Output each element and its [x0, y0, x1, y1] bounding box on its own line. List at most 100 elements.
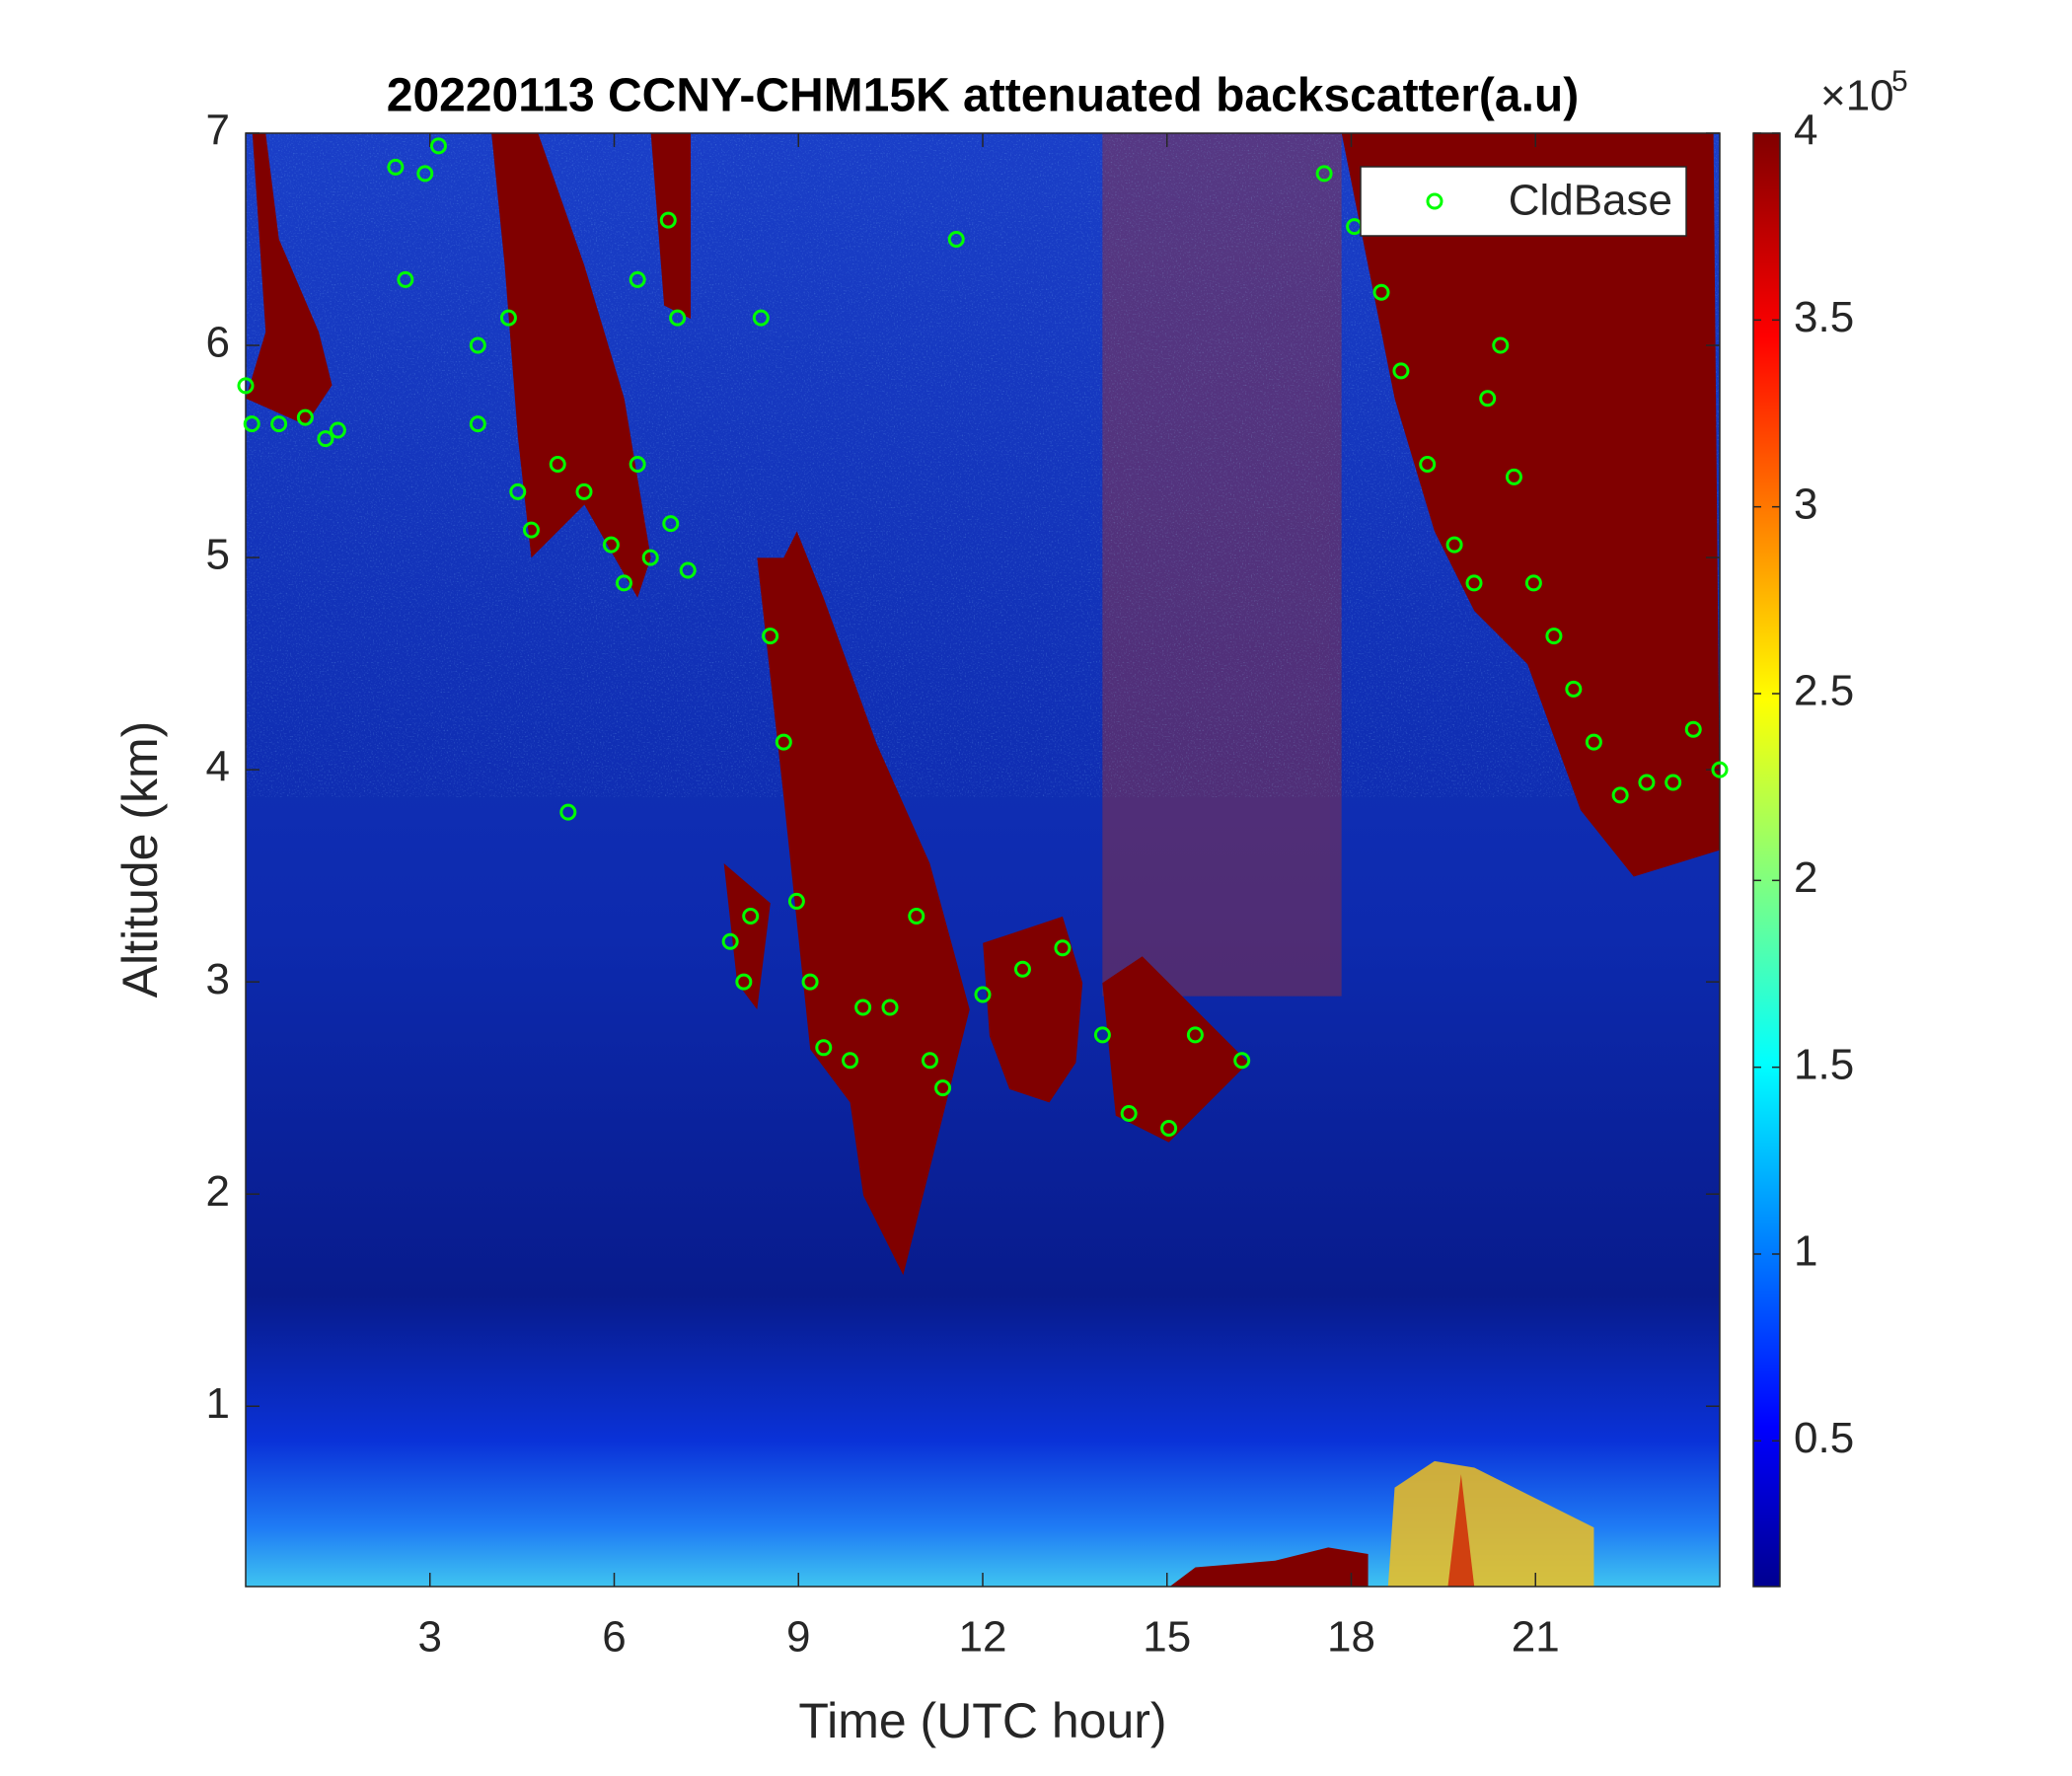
cloud-base-point	[1120, 1104, 1138, 1122]
cloud-base-point	[429, 137, 447, 155]
cloud-base-point	[1479, 390, 1497, 407]
legend-marker	[1426, 192, 1443, 210]
cloud-base-point	[1565, 680, 1583, 698]
cloud-base-point	[1315, 165, 1333, 183]
x-tick-label: 3	[418, 1613, 442, 1662]
cloud-base-point	[317, 430, 334, 448]
x-tick-label: 6	[602, 1613, 626, 1662]
colorbar-tick-label: 3.5	[1794, 293, 1854, 341]
colorbar-exponent: 5	[1891, 65, 1908, 98]
x-axis-label: Time (UTC hour)	[798, 1693, 1166, 1748]
chart-title: 20220113 CCNY-CHM15K attenuated backscat…	[387, 70, 1579, 122]
cloud-base-point	[270, 415, 288, 433]
cloud-base-point	[762, 628, 779, 645]
y-tick-label: 1	[206, 1379, 230, 1428]
cloud-base-point	[416, 165, 434, 183]
cloud-base-point	[1093, 1026, 1111, 1044]
cloud-base-point	[947, 231, 965, 249]
cloud-base-point	[752, 309, 770, 327]
cloud-base-point	[1465, 574, 1483, 592]
cloud-base-point	[1505, 468, 1522, 485]
y-tick-label: 2	[206, 1167, 230, 1216]
cloud-base-point	[974, 986, 992, 1003]
x-tick-label: 21	[1512, 1613, 1560, 1662]
cloud-base-point	[509, 482, 527, 500]
cloud-base-point	[499, 309, 517, 327]
series	[237, 137, 1729, 1138]
cloud-base-point	[469, 336, 486, 354]
cloud-base-point	[1492, 336, 1510, 354]
cloud-base-point	[522, 521, 540, 539]
cloud-base-point	[742, 907, 760, 925]
cloud-base-point	[237, 377, 255, 395]
cloud-base-point	[1684, 720, 1702, 738]
cloud-base-point	[801, 973, 819, 991]
cloud-base-point	[397, 270, 414, 288]
cloud-base-point	[921, 1052, 938, 1070]
cloud-base-point	[1013, 960, 1031, 978]
x-tick-label: 15	[1143, 1613, 1191, 1662]
cloud-base-point	[1585, 733, 1602, 751]
cloud-base-point	[243, 415, 260, 433]
y-tick-label: 5	[206, 531, 230, 579]
cloud-base-point	[787, 892, 805, 910]
cloud-base-point	[469, 415, 486, 433]
colorbar-tick-label: 2.5	[1794, 667, 1854, 715]
colorbar-tick-label: 0.5	[1794, 1414, 1854, 1462]
legend-label: CldBase	[1509, 177, 1672, 225]
cloud-base-point	[908, 907, 925, 925]
colorbar-tick-label: 1	[1794, 1227, 1817, 1276]
cloud-base-point	[1054, 939, 1072, 957]
cloud-base-point	[549, 455, 566, 473]
cloud-base-point	[1372, 283, 1390, 301]
cloud-base-point	[815, 1039, 833, 1057]
cloud-base-point	[881, 999, 899, 1016]
x-tick-label: 9	[786, 1613, 810, 1662]
cloud-base-point	[1233, 1052, 1251, 1070]
cloud-base-point	[559, 803, 577, 821]
cloud-base-point	[1419, 455, 1437, 473]
cloud-base-point	[854, 999, 872, 1016]
colorbar-tick-label: 2	[1794, 853, 1817, 902]
cloud-base-point	[659, 211, 677, 229]
cloud-base-point	[842, 1052, 859, 1070]
cloud-base-point	[1545, 628, 1563, 645]
colorbar	[1752, 132, 1781, 1588]
cloud-base-point	[669, 309, 687, 327]
cloud-base-point	[615, 574, 632, 592]
cloud-base-point	[735, 973, 753, 991]
y-tick-label: 4	[206, 743, 230, 791]
cloud-base-point	[1445, 536, 1463, 554]
cloud-base-point	[641, 549, 659, 566]
cloud-base-point	[1711, 761, 1729, 778]
x-tick-label: 18	[1327, 1613, 1375, 1662]
cloud-base-point	[1611, 786, 1629, 804]
cloud-base-point	[1665, 774, 1682, 791]
cloud-base-point	[1392, 362, 1410, 380]
cloud-base-point	[1524, 574, 1542, 592]
cloud-base-point	[934, 1079, 952, 1097]
colorbar-tick-label: 1.5	[1794, 1040, 1854, 1088]
x-tick-label: 12	[959, 1613, 1007, 1662]
y-axis-label: Altitude (km)	[112, 721, 168, 999]
backscatter-image	[246, 133, 1720, 1587]
colorbar-tick-label: 4	[1794, 107, 1817, 155]
cloud-base-point	[629, 455, 646, 473]
y-tick-label: 7	[206, 107, 230, 155]
cloud-base-point	[1186, 1026, 1204, 1044]
colorbar-tick-label: 3	[1794, 480, 1817, 528]
cloud-base-point	[679, 561, 697, 579]
cloud-base-point	[329, 421, 346, 439]
cloud-base-point	[296, 408, 314, 426]
legend-box	[1360, 166, 1687, 237]
cloud-base-point	[775, 733, 792, 751]
y-tick-label: 3	[206, 955, 230, 1003]
cloud-base-point	[721, 932, 739, 950]
cloud-base-point	[662, 515, 680, 533]
cloud-base-point	[387, 158, 405, 176]
cloud-base-point	[1160, 1120, 1178, 1138]
cloud-base-point	[602, 536, 620, 554]
colorbar-multiplier: ×10	[1820, 72, 1894, 120]
